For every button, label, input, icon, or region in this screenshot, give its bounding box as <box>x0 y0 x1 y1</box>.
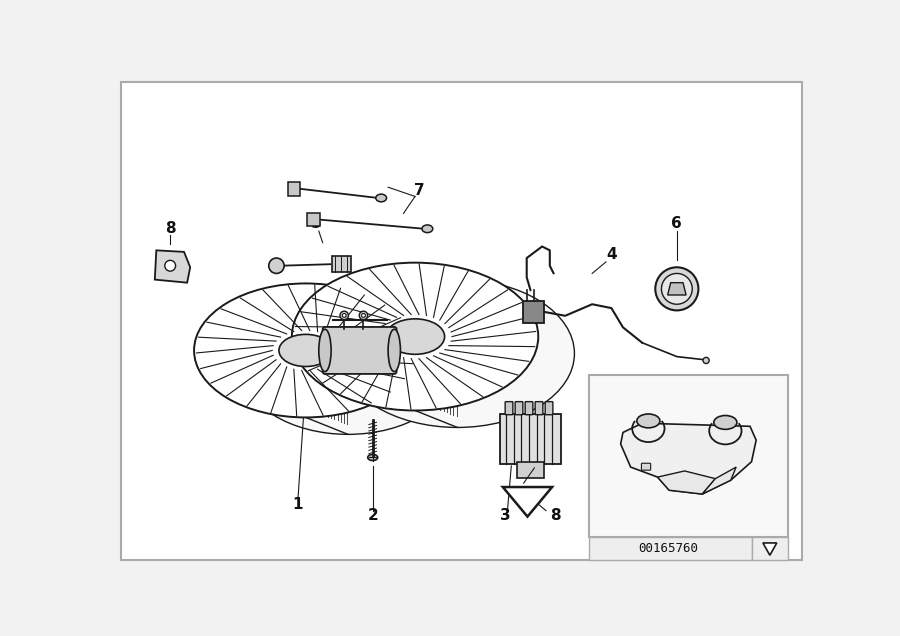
Ellipse shape <box>385 319 445 354</box>
FancyBboxPatch shape <box>515 402 523 415</box>
Polygon shape <box>763 543 777 555</box>
Polygon shape <box>702 467 736 494</box>
Ellipse shape <box>368 454 378 460</box>
FancyBboxPatch shape <box>322 327 397 374</box>
Circle shape <box>340 311 348 320</box>
Text: 2: 2 <box>367 509 378 523</box>
Text: 8: 8 <box>550 509 561 523</box>
FancyBboxPatch shape <box>526 402 533 415</box>
Text: ⚡: ⚡ <box>523 487 532 501</box>
Polygon shape <box>155 251 190 282</box>
Ellipse shape <box>279 335 332 366</box>
Ellipse shape <box>388 329 400 371</box>
Text: 1: 1 <box>292 497 303 512</box>
Circle shape <box>342 314 346 317</box>
Polygon shape <box>668 282 686 295</box>
FancyBboxPatch shape <box>590 537 752 560</box>
Text: 6: 6 <box>671 216 682 231</box>
Text: 8: 8 <box>165 221 176 237</box>
FancyBboxPatch shape <box>307 212 320 226</box>
Ellipse shape <box>292 263 538 410</box>
Ellipse shape <box>637 414 660 428</box>
Ellipse shape <box>340 280 574 427</box>
Ellipse shape <box>376 194 387 202</box>
FancyBboxPatch shape <box>288 182 301 196</box>
Polygon shape <box>658 471 716 494</box>
Ellipse shape <box>194 284 418 417</box>
FancyBboxPatch shape <box>536 402 543 415</box>
FancyBboxPatch shape <box>590 375 788 537</box>
Ellipse shape <box>422 225 433 233</box>
Ellipse shape <box>714 415 737 429</box>
Circle shape <box>703 357 709 364</box>
FancyBboxPatch shape <box>332 256 351 272</box>
Text: 5: 5 <box>311 216 322 231</box>
FancyBboxPatch shape <box>517 462 544 478</box>
Circle shape <box>362 314 365 317</box>
Circle shape <box>655 267 698 310</box>
Polygon shape <box>503 487 552 516</box>
Circle shape <box>269 258 284 273</box>
Text: 4: 4 <box>606 247 616 261</box>
FancyBboxPatch shape <box>642 463 651 470</box>
FancyBboxPatch shape <box>121 83 802 560</box>
Polygon shape <box>621 423 756 494</box>
Circle shape <box>359 311 368 320</box>
Text: 7: 7 <box>414 183 424 198</box>
Ellipse shape <box>319 329 331 371</box>
Text: 3: 3 <box>500 509 510 523</box>
Ellipse shape <box>242 300 454 434</box>
FancyBboxPatch shape <box>545 402 553 415</box>
FancyBboxPatch shape <box>500 414 562 464</box>
Circle shape <box>165 260 176 271</box>
Text: 00165760: 00165760 <box>638 542 698 555</box>
Circle shape <box>662 273 692 304</box>
FancyBboxPatch shape <box>505 402 513 415</box>
FancyBboxPatch shape <box>752 537 788 560</box>
FancyBboxPatch shape <box>523 301 544 322</box>
